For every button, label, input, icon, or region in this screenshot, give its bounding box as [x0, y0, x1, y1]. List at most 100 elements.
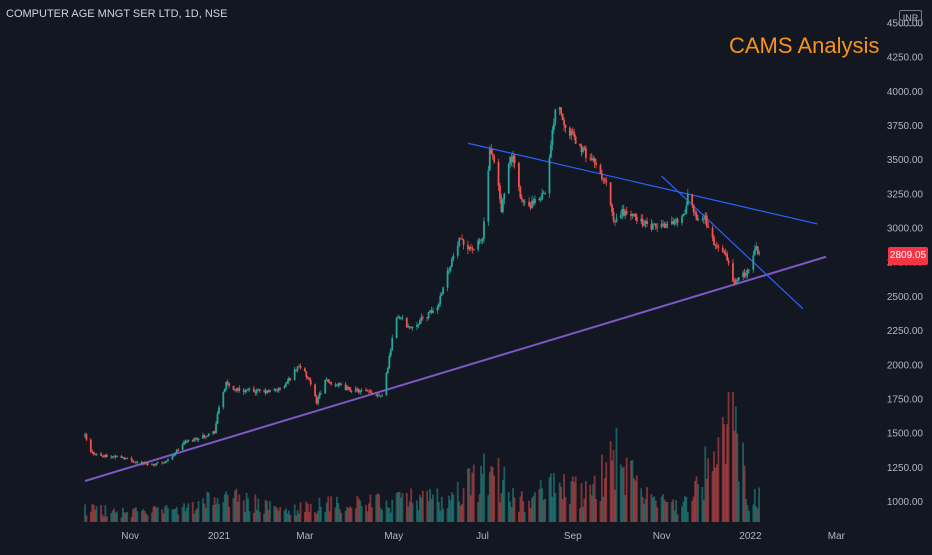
candle-body [111, 456, 114, 458]
volume-bar [350, 507, 353, 522]
candle-body [563, 119, 565, 125]
volume-bar [724, 463, 727, 522]
volume-bar [580, 483, 583, 522]
candle-body [298, 366, 300, 367]
volume-bar [451, 492, 453, 522]
candle-body [349, 387, 351, 391]
volume-bar [488, 472, 491, 522]
candle-body [518, 163, 520, 188]
volume-bar [369, 494, 372, 522]
candle-body [318, 393, 321, 399]
volume-bar [697, 484, 699, 522]
volume-bar [110, 513, 113, 522]
candle-body [269, 390, 271, 393]
volume-bar [193, 513, 196, 522]
candle-body [694, 211, 696, 214]
volume-bar [155, 507, 158, 522]
volume-bar [146, 515, 149, 522]
symbol-title[interactable]: COMPUTER AGE MNGT SER LTD, 1D, NSE [6, 8, 228, 20]
last-price-badge: 2809.05 [888, 247, 928, 265]
volume-bar [325, 502, 328, 522]
volume-bar [103, 516, 105, 522]
volume-bar [432, 494, 434, 522]
candle-body [417, 324, 420, 326]
candle-body [519, 187, 522, 198]
candle-body [204, 436, 207, 438]
volume-bar [174, 508, 177, 522]
volume-bar [726, 424, 729, 522]
y-tick-label: 1000.00 [887, 497, 924, 508]
candle-body [133, 461, 136, 463]
volume-bar [560, 486, 563, 522]
volume-bar [172, 509, 175, 522]
candle-body [682, 214, 685, 217]
volume-bar [666, 502, 669, 522]
volume-bar [467, 468, 469, 522]
candle-body [258, 389, 261, 392]
candle-body [287, 378, 290, 382]
volume-bar [91, 503, 94, 522]
volume-bar [156, 507, 159, 522]
candle-body [660, 223, 663, 228]
candle-body [534, 198, 536, 204]
volume-bar [528, 500, 530, 522]
volume-bar [634, 480, 637, 522]
volume-bar [651, 497, 654, 522]
trendline-3[interactable] [661, 175, 804, 310]
volume-bar [114, 512, 117, 522]
volume-bar [446, 508, 449, 522]
volume-bar [395, 492, 398, 522]
volume-bar [216, 497, 219, 522]
volume-bar [385, 500, 388, 522]
volume-bar [621, 468, 624, 522]
candle-body [732, 263, 734, 282]
candle-body [315, 396, 318, 404]
candle-body [711, 227, 714, 238]
volume-bar [736, 433, 739, 522]
candle-body [309, 380, 312, 385]
candle-body [277, 388, 280, 391]
volume-bar [745, 499, 747, 522]
time-axis[interactable]: Nov 2021 Mar May Jul Sep Nov 2022 Mar [121, 531, 845, 542]
volume-bar [293, 504, 296, 522]
volume-bar [705, 478, 708, 522]
candle-body [124, 458, 127, 460]
volume-bar [386, 507, 389, 522]
volume-bar [563, 474, 565, 522]
volume-bar [126, 512, 129, 522]
candle-body [603, 178, 606, 181]
candle-body [650, 223, 653, 230]
volume-bar [439, 510, 442, 522]
volume-bar [480, 465, 482, 522]
candle-body [228, 383, 231, 386]
candle-body [672, 221, 675, 225]
candle-body [386, 368, 389, 373]
trendline-1[interactable] [84, 255, 827, 482]
volume-bar [113, 508, 116, 522]
candle-body [140, 461, 143, 464]
candle-body [110, 456, 113, 458]
volume-bar [602, 496, 605, 522]
candle-body [609, 182, 612, 205]
candle-body [510, 156, 513, 162]
candle-body [430, 310, 433, 313]
candle-body [625, 210, 628, 215]
volume-bar [592, 484, 595, 522]
volume-bar [318, 497, 321, 522]
volume-bar [452, 494, 455, 522]
volume-bar [552, 472, 555, 522]
currency-badge[interactable]: INR [899, 10, 922, 26]
volume-bar [548, 477, 551, 522]
volume-bar [121, 507, 124, 522]
volume-bar [143, 510, 146, 522]
volume-bar [622, 466, 625, 522]
candle-body [531, 200, 533, 209]
volume-bar [244, 511, 247, 522]
trendline-2[interactable] [467, 142, 818, 225]
candle-body [442, 287, 445, 294]
volume-bar [228, 506, 231, 522]
candle-body [634, 213, 637, 217]
candle-body [451, 258, 453, 267]
candle-body [89, 439, 92, 452]
